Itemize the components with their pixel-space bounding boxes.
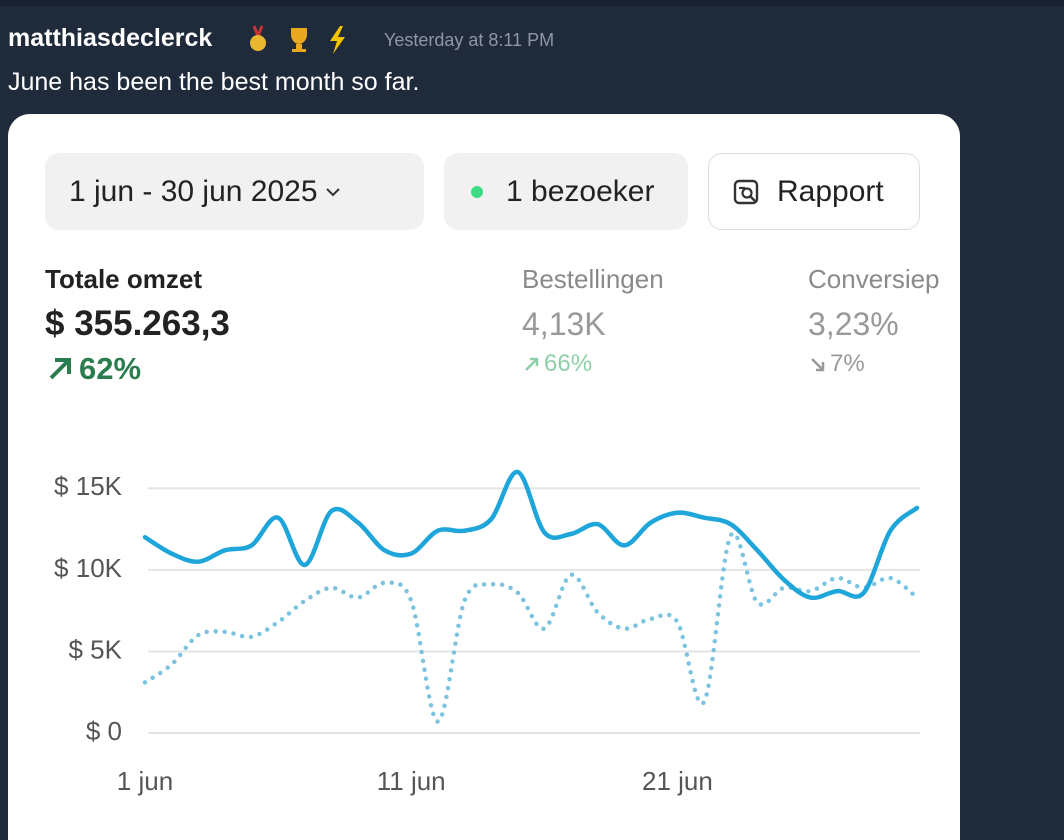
arrow-down xyxy=(811,358,825,372)
chevron xyxy=(325,187,340,196)
report-button[interactable]: Rapport xyxy=(708,153,920,230)
report-icon xyxy=(733,179,759,204)
live-dot xyxy=(471,185,483,198)
date-range-button[interactable]: 1 jun - 30 jun 2025 xyxy=(45,153,424,230)
metric-value: 4,13K xyxy=(522,306,606,342)
date-range: 1 jun - 30 jun 2025 xyxy=(69,174,318,208)
metric-change: 66% xyxy=(522,350,592,378)
embedded-image: $ 0 $ 5K $ 10K $ 15K 1 jun 11 jun 21 jun 1 jun… xyxy=(8,114,960,840)
metric-label: Totale omzet xyxy=(45,264,202,294)
visitors-button[interactable]: 1 bezoeker xyxy=(444,153,688,230)
medal-ribbon xyxy=(252,25,264,41)
y-tick-label: $ 0 xyxy=(86,716,122,746)
lightning xyxy=(330,26,345,54)
metric-value: $ 355.263,3 xyxy=(45,304,230,343)
arrow-up xyxy=(525,357,539,371)
y-tick-label: $ 15K xyxy=(54,471,123,501)
y-tick-label: $ 10K xyxy=(54,553,123,583)
change-value: 7% xyxy=(830,350,865,377)
author[interactable]: matthiasdeclerck xyxy=(8,24,213,52)
medal xyxy=(250,35,266,51)
y-tick-label: $ 5K xyxy=(69,634,123,664)
x-tick-label: 1 jun xyxy=(117,766,173,796)
x-tick-label: 21 jun xyxy=(642,766,713,796)
metric-label: Conversiep xyxy=(808,264,940,294)
trophy xyxy=(291,28,307,52)
report: Rapport xyxy=(777,174,884,208)
metric-value: 3,23% xyxy=(808,306,899,342)
arrow-up xyxy=(49,358,71,380)
metric-change: 62% xyxy=(45,351,141,387)
x-tick-label: 11 jun xyxy=(377,766,446,796)
message-text: June has been the best month so far. xyxy=(8,68,420,96)
dotted-line xyxy=(142,530,920,724)
change-value: 66% xyxy=(544,350,593,377)
change-value: 62% xyxy=(79,351,142,386)
top-bar xyxy=(0,0,1064,6)
metric-label: Bestellingen xyxy=(522,264,664,294)
solid-line xyxy=(142,469,920,601)
metric-change: 7% xyxy=(808,350,865,378)
badges xyxy=(250,25,345,54)
chart: $ 0 $ 5K $ 10K $ 15K 1 jun 11 jun 21 jun xyxy=(54,469,920,796)
timestamp: Yesterday at 8:11 PM xyxy=(384,30,555,50)
visitors: 1 bezoeker xyxy=(506,174,655,208)
